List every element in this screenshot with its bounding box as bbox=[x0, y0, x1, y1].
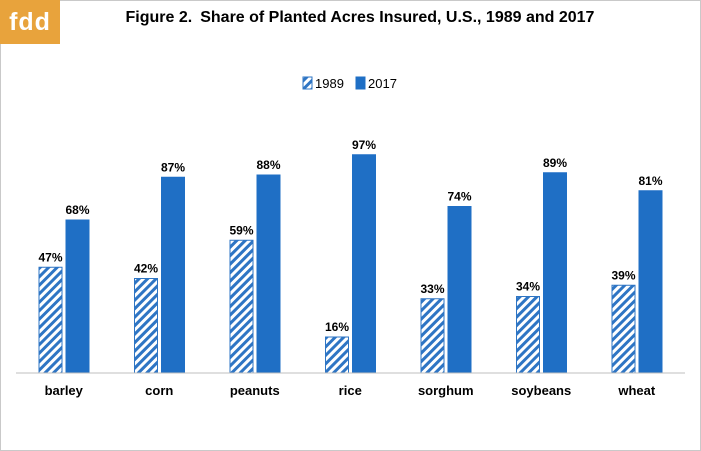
legend-label-1989: 1989 bbox=[315, 76, 344, 91]
bar-2017-soybeans bbox=[543, 172, 567, 374]
legend: 1989 2017 bbox=[302, 76, 397, 91]
data-label-1989-rice: 16% bbox=[325, 320, 349, 334]
category-label-barley: barley bbox=[45, 383, 84, 398]
category-label-corn: corn bbox=[145, 383, 173, 398]
chart-title: Figure 2. Share of Planted Acres Insured,… bbox=[60, 9, 660, 27]
bar-2017-sorghum bbox=[447, 206, 472, 374]
legend-swatch-2017 bbox=[355, 76, 366, 90]
figure-number: Figure 2. bbox=[125, 9, 193, 26]
data-label-2017-rice: 97% bbox=[352, 138, 376, 152]
data-label-1989-soybeans: 34% bbox=[516, 280, 540, 294]
bars: 47% 68% 42% 87% 59% 88% 16% 97% 33% 74% 34% 89% 39% 8… bbox=[38, 138, 663, 374]
category-label-wheat: wheat bbox=[617, 383, 656, 398]
data-label-2017-peanuts: 88% bbox=[256, 158, 280, 172]
data-label-2017-wheat: 81% bbox=[638, 174, 662, 188]
bar-1989-sorghum bbox=[420, 298, 445, 374]
bar-2017-peanuts bbox=[256, 174, 281, 374]
category-label-rice: rice bbox=[339, 383, 362, 398]
legend-swatch-1989 bbox=[302, 76, 313, 90]
bar-2017-barley bbox=[65, 219, 90, 374]
category-label-soybeans: soybeans bbox=[511, 383, 571, 398]
bar-1989-rice bbox=[325, 336, 349, 374]
data-label-1989-wheat: 39% bbox=[611, 268, 635, 282]
data-label-1989-sorghum: 33% bbox=[420, 282, 444, 296]
data-label-2017-corn: 87% bbox=[161, 160, 185, 174]
data-label-1989-barley: 47% bbox=[38, 250, 62, 264]
bar-2017-rice bbox=[352, 154, 376, 374]
data-label-1989-peanuts: 59% bbox=[229, 223, 253, 237]
bar-1989-barley bbox=[38, 266, 63, 374]
bar-1989-soybeans bbox=[516, 296, 540, 374]
category-label-peanuts: peanuts bbox=[230, 383, 280, 398]
data-label-1989-corn: 42% bbox=[134, 262, 158, 276]
category-labels: barley corn peanuts rice sorghum soybeans whea… bbox=[45, 383, 656, 398]
bar-1989-peanuts bbox=[229, 239, 254, 374]
bar-1989-wheat bbox=[611, 284, 636, 374]
chart-title-text: Share of Planted Acres Insured, U.S., 19… bbox=[200, 9, 595, 26]
bar-2017-corn bbox=[161, 176, 185, 374]
data-label-2017-sorghum: 74% bbox=[447, 190, 471, 204]
bar-2017-wheat bbox=[638, 190, 663, 374]
data-label-2017-barley: 68% bbox=[65, 203, 89, 217]
category-label-sorghum: sorghum bbox=[418, 383, 474, 398]
bar-1989-corn bbox=[134, 278, 158, 374]
data-label-2017-soybeans: 89% bbox=[543, 156, 567, 170]
legend-label-2017: 2017 bbox=[368, 76, 397, 91]
fdd-logo: fdd bbox=[0, 0, 60, 44]
